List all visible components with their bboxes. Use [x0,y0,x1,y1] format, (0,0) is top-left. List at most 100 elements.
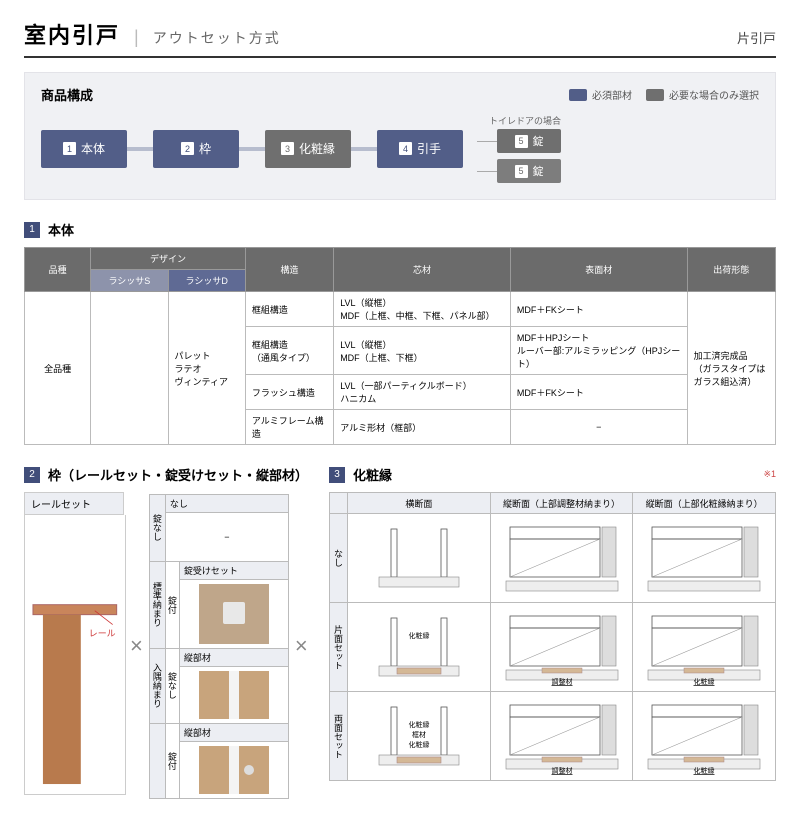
mini-cell-photo-2 [180,667,288,723]
fork-note: トイレドアの場合 [471,114,561,127]
fork-connector [477,171,497,172]
mini-lock-none-2: 錠なし [166,649,180,723]
casing-r2c2: 調整材 [491,603,634,691]
composition-title: 商品構成 [41,85,93,104]
mini-head-none: なし [166,495,288,513]
section-3-head: 3 化粧縁 ※1 [329,465,776,484]
td-s3: アルミ形材（框部） [334,410,511,445]
legend: 必須部材 必要な場合のみ選択 [569,87,759,102]
page-subtitle: アウトセット方式 [153,28,281,48]
casing-row-1-label: なし [330,514,348,602]
rail-svg: レール [24,515,126,795]
svg-text:化粧縁: 化粧縁 [694,677,715,686]
td-s0: LVL（縦框） MDF（上框、中框、下框、パネル部） [334,292,511,327]
rail-head: レールセット [24,492,124,515]
legend-swatch-optional [646,89,664,101]
flow-node-casing: 3化粧縁 [265,130,351,168]
td-k0: 框組構造 [245,292,333,327]
td-k1: 框組構造 （通風タイプ） [245,327,333,375]
section-1-title: 本体 [48,220,74,239]
td-s1: LVL（縦框） MDF（上框、下框） [334,327,511,375]
mini-head-tate-2: 縦部材 [180,724,288,742]
casing-r1c3 [633,514,775,602]
flow-connector [351,147,377,151]
section-2-head: 2 枠（レールセット・錠受けセット・縦部材） [24,465,319,484]
section-badge: 2 [24,467,40,483]
page-title: 室内引戸 [24,18,120,50]
flow-node-frame: 2枠 [153,130,239,168]
composition-box: 商品構成 必須部材 必要な場合のみ選択 1本体 2枠 3化粧縁 4引手 トイレド… [24,72,776,200]
rail-diagram: レールセット レール [24,492,124,800]
td-k2: フラッシュ構造 [245,375,333,410]
casing-r1c2 [491,514,634,602]
td-h2: MDF＋FKシート [510,375,687,410]
mini-cell-dash: − [166,513,288,561]
casing-r3c2: 調整材 [491,692,634,780]
casing-row-2-label: 片面セット [330,603,348,691]
th-hyoumen: 表面材 [510,248,687,292]
legend-swatch-required [569,89,587,101]
mini-blank [150,724,166,798]
th-kouzou: 構造 [245,248,333,292]
divider: | [134,27,139,48]
flow-connector [127,147,153,151]
th-design-b: ラシッサD [168,270,245,292]
fork-connector [477,141,497,142]
flow-node-body: 1本体 [41,130,127,168]
section-badge: 1 [24,222,40,238]
multiply-icon: × [130,633,143,659]
th-shukka: 出荷形態 [687,248,775,292]
mini-lock-with: 錠付 [166,562,180,648]
th-design: デザイン [91,248,246,270]
svg-text:レール: レール [89,629,116,639]
casing-r1c1 [348,514,491,602]
spec-table: 品種 デザイン 構造 芯材 表面材 出荷形態 ラシッサS ラシッサD 全品種 パ… [24,247,776,445]
svg-text:化粧縁: 化粧縁 [408,720,429,729]
flow-node-lock-1: 5錠 [497,129,561,153]
legend-optional-label: 必要な場合のみ選択 [669,87,759,102]
td-design-b: パレット ラテオ ヴィンティア [168,292,245,445]
section-3-title: 化粧縁 [353,465,392,484]
flow-node-handle: 4引手 [377,130,463,168]
td-design-a [91,292,168,445]
td-h3: − [510,410,687,445]
mini-variant-std: 標準納まり [150,562,166,648]
svg-text:化粧縁: 化粧縁 [694,766,715,775]
section-badge: 3 [329,467,345,483]
casing-r2c1: 化粧縁 [348,603,491,691]
th-hinshu: 品種 [25,248,91,292]
svg-text:框材: 框材 [412,730,426,739]
section-1-head: 1 本体 [24,220,776,239]
casing-grid: 横断面 縦断面（上部調整材納まり） 縦断面（上部化粧縁納まり） なし 片面セット… [329,492,776,781]
composition-flow: 1本体 2枠 3化粧縁 4引手 トイレドアの場合 5錠 5錠 [41,114,759,183]
th-design-a: ラシッサS [91,270,168,292]
casing-r3c3: 化粧縁 [633,692,775,780]
mini-variant-hidden: 入隅納まり [150,649,166,723]
mini-lock-none: 錠なし [150,495,166,561]
svg-text:化粧縁: 化粧縁 [408,740,429,749]
casing-col-3: 縦断面（上部化粧縁納まり） [633,493,775,513]
svg-text:調整材: 調整材 [551,766,572,775]
casing-r3c1: 化粧縁框材化粧縁 [348,692,491,780]
svg-text:調整材: 調整材 [551,677,572,686]
flow-node-lock-2: 5錠 [497,159,561,183]
mini-cell-photo-1 [180,580,288,648]
svg-text:化粧縁: 化粧縁 [408,631,429,640]
td-h1: MDF＋HPJシート ルーバー部:アルミラッピング（HPJシート） [510,327,687,375]
td-hinshu: 全品種 [25,292,91,445]
casing-col-1: 横断面 [348,493,491,513]
mini-cell-photo-3 [180,742,288,798]
page-header: 室内引戸 | アウトセット方式 片引戸 [24,18,776,58]
multiply-icon: × [295,633,308,659]
td-k3: アルミフレーム構造 [245,410,333,445]
legend-required-label: 必須部材 [592,87,632,102]
td-s2: LVL（一部パーティクルボード） ハニカム [334,375,511,410]
mini-head-tate-1: 縦部材 [180,649,288,667]
casing-r2c3: 化粧縁 [633,603,775,691]
mini-head-set: 錠受けセット [180,562,288,580]
casing-col-2: 縦断面（上部調整材納まり） [491,493,634,513]
casing-corner [330,493,348,513]
section-2-title: 枠（レールセット・錠受けセット・縦部材） [48,465,308,484]
section-3-note: ※1 [763,469,776,480]
page-variant: 片引戸 [737,28,776,47]
